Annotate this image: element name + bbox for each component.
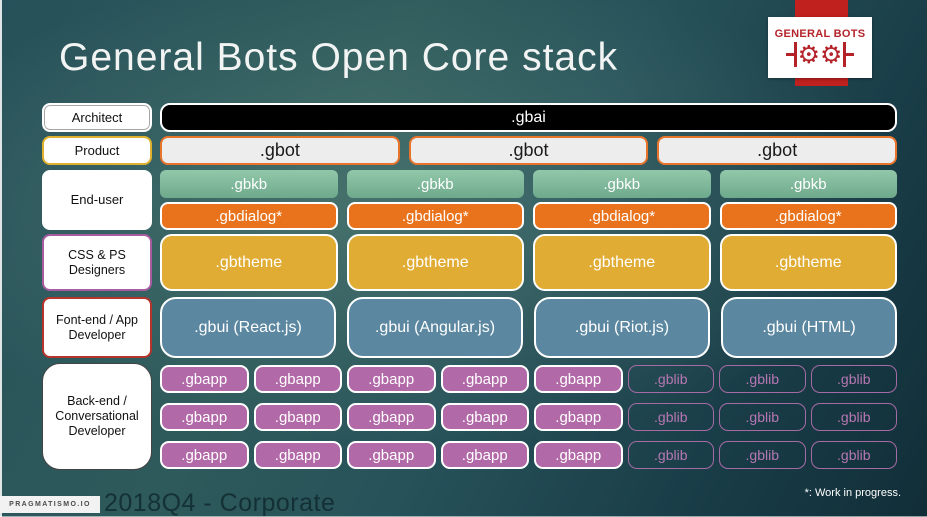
logo-wordmark: GENERAL BOTS	[774, 28, 866, 40]
gbtheme-box: .gbtheme	[346, 234, 524, 291]
gbapp-box: .gbapp	[440, 441, 529, 469]
gbapp-box: .gbapp	[440, 403, 529, 431]
gblib-box: .gblib	[810, 365, 897, 393]
gbapp-box: .gbapp	[253, 441, 342, 469]
label-architect: Architect	[42, 103, 152, 132]
gbui-row: .gbui (React.js) .gbui (Angular.js) .gbui …	[160, 297, 897, 358]
label-backend-line3: Developer	[68, 424, 126, 438]
gbtheme-row: .gbtheme .gbtheme .gbtheme .gbtheme	[160, 234, 897, 291]
footer-caption: 2018Q4 - Corporate	[104, 489, 336, 517]
gblib-box: .gblib	[627, 441, 714, 469]
gblib-box: .gblib	[719, 441, 806, 469]
gblib-box: .gblib	[719, 365, 806, 393]
gbapp-box: .gbapp	[347, 365, 436, 393]
gbtheme-box: .gbtheme	[533, 234, 711, 291]
gbtheme-box: .gbtheme	[719, 234, 897, 291]
gblib-box: .gblib	[719, 403, 806, 431]
label-designers-line2: Designers	[68, 262, 126, 277]
gbapp-box: .gbapp	[253, 365, 342, 393]
gbkb-box: .gbkb	[160, 170, 338, 198]
label-end-user-text: End-user	[70, 192, 124, 208]
gbkb-box: .gbkb	[719, 170, 897, 198]
gbapp-box: .gbapp	[440, 365, 529, 393]
gbapp-box: .gbapp	[160, 365, 249, 393]
slide-left-edge	[0, 0, 2, 517]
label-product-text: Product	[74, 142, 120, 158]
gbot-box: .gbot	[657, 136, 898, 165]
gear-bar-right-icon	[843, 42, 847, 67]
gear-bar-left-icon	[793, 42, 797, 67]
gbdialog-box: .gbdialog*	[533, 202, 711, 230]
gbapp-box: .gbapp	[347, 403, 436, 431]
gbapp-box: .gbapp	[534, 403, 623, 431]
page-title: General Bots Open Core stack	[59, 36, 619, 79]
gbkb-row: .gbkb .gbkb .gbkb .gbkb	[160, 170, 897, 198]
gbapp-box: .gbapp	[347, 441, 436, 469]
gbdialog-box: .gbdialog*	[346, 202, 524, 230]
gbot-row: .gbot .gbot .gbot	[160, 136, 898, 165]
gbapp-box: .gbapp	[160, 403, 249, 431]
pragmatismo-logo: PRAGMATISMO.IO	[0, 496, 100, 513]
label-backend-conversational-developer: Back-end / Conversational Developer	[42, 363, 152, 470]
gear-glyphs-icon: ⚙⚙	[797, 40, 843, 69]
gbdialog-box: .gbdialog*	[719, 202, 897, 230]
label-end-user: End-user	[42, 170, 152, 230]
gear-tick-left-icon	[785, 53, 794, 56]
gbapp-box: .gbapp	[534, 441, 623, 469]
gbui-box: .gbui (Angular.js)	[347, 297, 523, 358]
gbot-box: .gbot	[160, 136, 400, 165]
gbai-box: .gbai	[160, 103, 897, 132]
general-bots-logo: GENERAL BOTS ⚙⚙	[768, 17, 872, 78]
gbui-box: .gbui (React.js)	[160, 297, 336, 358]
gbkb-box: .gbkb	[533, 170, 711, 198]
gears-icon: ⚙⚙	[785, 40, 855, 69]
label-backend-line2: Conversational	[55, 409, 139, 423]
work-in-progress-note: *: Work in progress.	[804, 487, 901, 499]
label-frontend-line1: Font-end / App	[55, 312, 138, 327]
label-product: Product	[42, 136, 152, 165]
label-backend-line1: Back-end /	[67, 394, 127, 408]
gbkb-box: .gbkb	[346, 170, 524, 198]
backend-row-1: .gbapp .gbapp .gbapp .gbapp .gbapp .gblib .gbl…	[160, 365, 897, 393]
gbtheme-box: .gbtheme	[160, 234, 338, 291]
gbdialog-row: .gbdialog* .gbdialog* .gbdialog* .gbdialog*	[160, 202, 897, 230]
label-architect-text: Architect	[71, 109, 123, 125]
label-frontend-app-developer: Font-end / App Developer	[42, 297, 152, 358]
gbui-box: .gbui (HTML)	[721, 297, 897, 358]
gbai-row: .gbai	[160, 103, 897, 132]
gblib-box: .gblib	[627, 403, 714, 431]
label-frontend-line2: Developer	[68, 327, 126, 342]
gblib-box: .gblib	[810, 441, 897, 469]
gbdialog-box: .gbdialog*	[160, 202, 338, 230]
gear-tick-right-icon	[846, 53, 855, 56]
gbot-box: .gbot	[408, 136, 649, 165]
label-css-ps-designers: CSS & PS Designers	[42, 234, 152, 291]
backend-row-3: .gbapp .gbapp .gbapp .gbapp .gbapp .gblib .gbl…	[160, 441, 897, 469]
gblib-box: .gblib	[627, 365, 714, 393]
gbapp-box: .gbapp	[534, 365, 623, 393]
gblib-box: .gblib	[810, 403, 897, 431]
gbui-box: .gbui (Riot.js)	[534, 297, 710, 358]
label-designers-line1: CSS & PS	[68, 247, 126, 262]
gbapp-box: .gbapp	[253, 403, 342, 431]
backend-row-2: .gbapp .gbapp .gbapp .gbapp .gbapp .gblib .gbl…	[160, 403, 897, 431]
gbapp-box: .gbapp	[160, 441, 249, 469]
